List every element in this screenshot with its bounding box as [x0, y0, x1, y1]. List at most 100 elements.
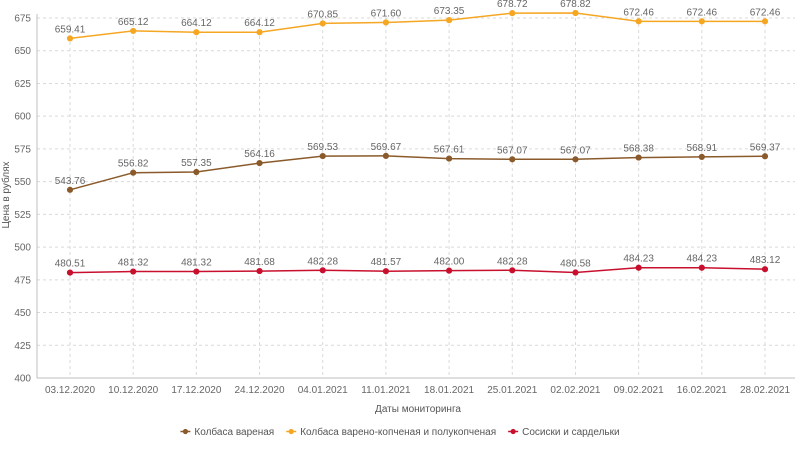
y-tick-label: 650 — [14, 46, 31, 57]
data-label: 664.12 — [244, 18, 275, 29]
data-point — [635, 18, 642, 25]
data-point — [319, 152, 326, 160]
data-label: 670.85 — [307, 9, 338, 20]
data-point — [698, 153, 705, 160]
data-point — [256, 29, 263, 36]
x-tick-label: 16.02.2021 — [677, 385, 727, 396]
data-label: 567.07 — [560, 145, 591, 156]
y-tick-label: 550 — [14, 177, 31, 188]
data-label: 671.60 — [371, 8, 402, 19]
y-tick-label: 500 — [14, 243, 31, 254]
x-tick-label: 04.01.2021 — [298, 385, 348, 396]
x-tick-label: 25.01.2021 — [487, 385, 537, 396]
data-point — [635, 154, 642, 161]
data-label: 556.82 — [118, 159, 149, 170]
data-point — [256, 159, 263, 167]
data-point — [761, 266, 769, 273]
x-tick-label: 28.02.2021 — [740, 385, 790, 396]
data-label: 480.51 — [55, 259, 86, 270]
x-tick-label: 11.01.2021 — [361, 385, 411, 396]
legend-label: Колбаса вареная — [194, 426, 274, 438]
y-tick-label: 525 — [14, 210, 31, 221]
data-point — [66, 35, 74, 42]
axis-layer: 400 425 450 475 500 525 550 575 600 625 650 675 03.1… — [14, 14, 795, 396]
y-tick-label: 450 — [14, 308, 31, 319]
data-point — [635, 264, 642, 271]
data-point — [761, 18, 769, 25]
data-point — [572, 269, 579, 276]
data-point — [698, 264, 705, 271]
data-point — [382, 152, 390, 159]
data-label: 482.28 — [307, 256, 338, 267]
series-line — [69, 266, 766, 274]
data-label: 568.91 — [687, 143, 718, 154]
data-label: 481.32 — [181, 258, 212, 269]
data-label: 481.68 — [244, 257, 275, 268]
data-point — [445, 17, 453, 24]
data-point — [572, 156, 579, 163]
x-axis-title: Даты мониторинга — [375, 404, 461, 415]
data-label: 659.41 — [55, 24, 86, 35]
data-label: 568.38 — [623, 144, 654, 155]
data-label: 543.76 — [55, 176, 86, 187]
data-point — [66, 186, 74, 193]
series-layer — [66, 9, 769, 276]
series-line — [69, 12, 765, 40]
x-tick-label: 18.01.2021 — [424, 385, 474, 396]
data-label: 481.32 — [118, 258, 149, 269]
x-tick-label: 03.12.2020 — [45, 385, 95, 396]
legend-label: Колбаса варено-копченая и полукопченая — [300, 426, 496, 438]
x-tick-label: 02.02.2021 — [550, 385, 600, 396]
data-label-layer: 543.76 556.82 557.35 564.16 569.53 569.67 567.… — [55, 0, 781, 270]
y-axis-title: Цена в рублях — [0, 161, 12, 228]
data-label: 569.37 — [750, 142, 781, 153]
data-label: 567.61 — [434, 145, 465, 156]
data-point — [193, 168, 200, 176]
legend: Колбаса вареная Колбаса варено-копченая и… — [180, 426, 620, 438]
y-tick-label: 425 — [14, 341, 31, 352]
data-point — [572, 9, 579, 17]
x-tick-label: 09.02.2021 — [614, 385, 664, 396]
data-point — [509, 156, 516, 163]
x-tick-label: 17.12.2020 — [171, 385, 221, 396]
legend-item: Колбаса варено-копченая и полукопченая — [286, 426, 496, 438]
data-point — [382, 19, 390, 26]
data-label: 664.12 — [181, 18, 212, 29]
data-point — [509, 267, 516, 274]
x-tick-label: 24.12.2020 — [235, 385, 285, 396]
data-point — [382, 268, 390, 275]
x-tick-label: 10.12.2020 — [108, 385, 158, 396]
data-point — [319, 267, 326, 274]
data-label: 482.28 — [497, 256, 528, 267]
legend-label: Сосиски и сардельки — [522, 427, 619, 438]
data-label: 678.72 — [497, 0, 528, 10]
y-tick-label: 675 — [14, 14, 31, 25]
legend-swatch-marker — [288, 428, 294, 435]
data-point — [130, 27, 137, 35]
data-point — [761, 153, 769, 160]
y-tick-label: 575 — [14, 144, 31, 155]
data-label: 672.46 — [687, 7, 718, 18]
data-point — [193, 29, 200, 36]
data-label: 480.58 — [560, 259, 591, 270]
data-label: 483.12 — [750, 255, 781, 266]
legend-swatch-marker — [182, 428, 189, 435]
data-label: 672.46 — [623, 7, 654, 18]
data-point — [193, 268, 200, 275]
data-label: 567.07 — [497, 145, 528, 156]
data-point — [445, 155, 453, 162]
data-label: 482.00 — [434, 257, 465, 268]
data-label: 569.53 — [307, 142, 338, 153]
data-label: 569.67 — [371, 142, 402, 153]
data-label: 484.23 — [623, 254, 654, 265]
legend-item: Колбаса вареная — [180, 426, 274, 438]
grid-layer — [37, 17, 795, 378]
data-point — [130, 268, 137, 275]
y-tick-label: 600 — [14, 112, 31, 123]
data-point — [445, 267, 453, 274]
data-point — [66, 269, 74, 276]
data-point — [130, 169, 137, 176]
y-tick-label: 400 — [14, 374, 31, 385]
